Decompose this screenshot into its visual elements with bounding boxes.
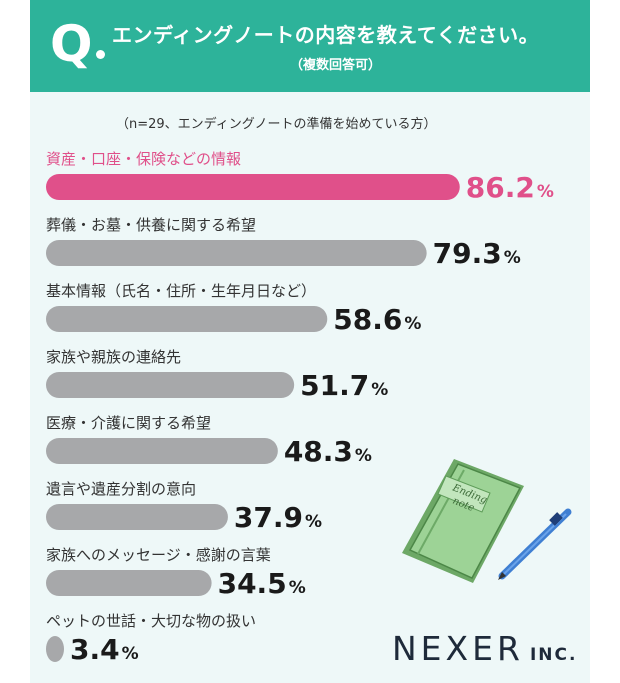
unit-label: % bbox=[305, 512, 322, 532]
logo-suffix: INC. bbox=[529, 645, 578, 665]
category-label: 医療・介護に関する希望 bbox=[46, 414, 211, 432]
category-label: 葬儀・お墓・供養に関する希望 bbox=[46, 216, 256, 234]
pen-icon bbox=[498, 508, 572, 580]
value-label: 37.9 bbox=[234, 501, 303, 534]
question-title: エンディングノートの内容を教えてください。 bbox=[112, 23, 540, 47]
unit-label: % bbox=[355, 446, 372, 466]
unit-label: % bbox=[289, 578, 306, 598]
bar bbox=[46, 504, 228, 530]
q-dot bbox=[96, 50, 105, 59]
logo-name: NEXER bbox=[392, 629, 524, 668]
q-letter: Q bbox=[50, 15, 93, 73]
value-label: 3.4 bbox=[70, 633, 120, 666]
bar bbox=[46, 174, 460, 200]
sample-note: （n=29、エンディングノートの準備を始めている方） bbox=[116, 117, 437, 132]
unit-label: % bbox=[371, 380, 388, 400]
bar bbox=[46, 240, 427, 266]
bar bbox=[46, 570, 212, 596]
value-label: 48.3 bbox=[284, 435, 353, 468]
category-label: 資産・口座・保険などの情報 bbox=[46, 150, 241, 168]
notebook-icon: Ending note bbox=[402, 459, 524, 583]
category-label: 家族へのメッセージ・感謝の言葉 bbox=[46, 546, 271, 564]
nexer-logo: NEXER INC. bbox=[392, 629, 577, 668]
question-subtitle: （複数回答可） bbox=[290, 58, 382, 73]
value-label: 34.5 bbox=[218, 567, 287, 600]
category-label: 基本情報（氏名・住所・生年月日など） bbox=[46, 282, 316, 300]
bar bbox=[46, 438, 278, 464]
unit-label: % bbox=[504, 248, 521, 268]
unit-label: % bbox=[404, 314, 421, 334]
category-label: ペットの世話・大切な物の扱い bbox=[46, 612, 256, 630]
category-label: 家族や親族の連絡先 bbox=[46, 348, 181, 366]
value-label: 58.6 bbox=[333, 303, 402, 336]
notebook-illustration: Ending note bbox=[392, 450, 582, 594]
unit-label: % bbox=[122, 644, 139, 664]
category-label: 遺言や遺産分割の意向 bbox=[46, 480, 196, 498]
value-label: 86.2 bbox=[466, 171, 535, 204]
question-header bbox=[30, 0, 590, 92]
background-panel bbox=[30, 0, 590, 683]
value-label: 51.7 bbox=[300, 369, 369, 402]
value-label: 79.3 bbox=[433, 237, 502, 270]
bar bbox=[46, 636, 64, 662]
bar bbox=[46, 372, 295, 398]
unit-label: % bbox=[537, 182, 554, 202]
bar bbox=[46, 306, 328, 332]
